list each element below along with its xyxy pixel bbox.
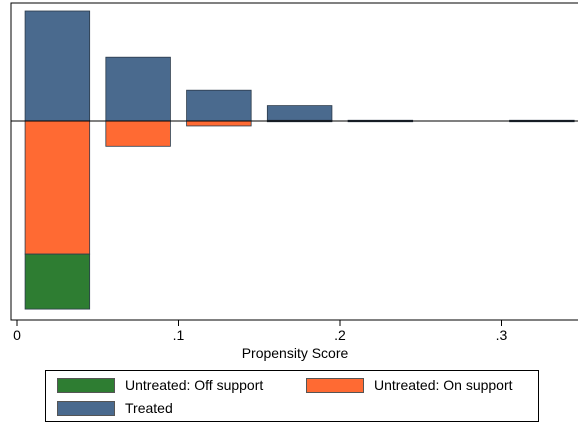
bar-untreated-on-support-1 xyxy=(105,120,171,147)
legend: Untreated: Off support Untreated: On sup… xyxy=(45,370,539,422)
x-tick-label: .1 xyxy=(173,327,185,343)
legend-label-off-support: Untreated: Off support xyxy=(125,377,264,393)
bar-untreated-off-support-0 xyxy=(24,253,91,310)
bar-treated-0 xyxy=(24,10,91,122)
bar-untreated-on-support-2 xyxy=(186,120,252,127)
propensity-score-histogram: 0 .1 .2 .3 Propensity Score xyxy=(10,2,578,361)
x-tick-label: .2 xyxy=(334,327,346,343)
legend-swatch-on-support xyxy=(306,377,364,393)
legend-swatch-off-support xyxy=(57,377,115,393)
legend-label-treated: Treated xyxy=(125,400,173,416)
legend-item-on-support: Untreated: On support xyxy=(306,377,513,393)
bar-untreated-on-support-0 xyxy=(24,120,91,255)
legend-item-treated: Treated xyxy=(57,400,173,416)
x-tick-label: 0 xyxy=(13,327,21,343)
bars-group xyxy=(24,10,575,310)
x-axis-title: Propensity Score xyxy=(242,345,349,361)
legend-swatch-treated xyxy=(57,400,115,416)
x-axis: 0 .1 .2 .3 xyxy=(13,320,508,343)
legend-item-off-support: Untreated: Off support xyxy=(57,377,263,393)
x-tick-label: .3 xyxy=(496,327,508,343)
legend-label-on-support: Untreated: On support xyxy=(374,377,513,393)
bar-treated-2 xyxy=(186,89,252,122)
plot-area-frame xyxy=(10,2,578,321)
bar-treated-3 xyxy=(266,105,333,122)
bar-treated-1 xyxy=(105,56,171,122)
